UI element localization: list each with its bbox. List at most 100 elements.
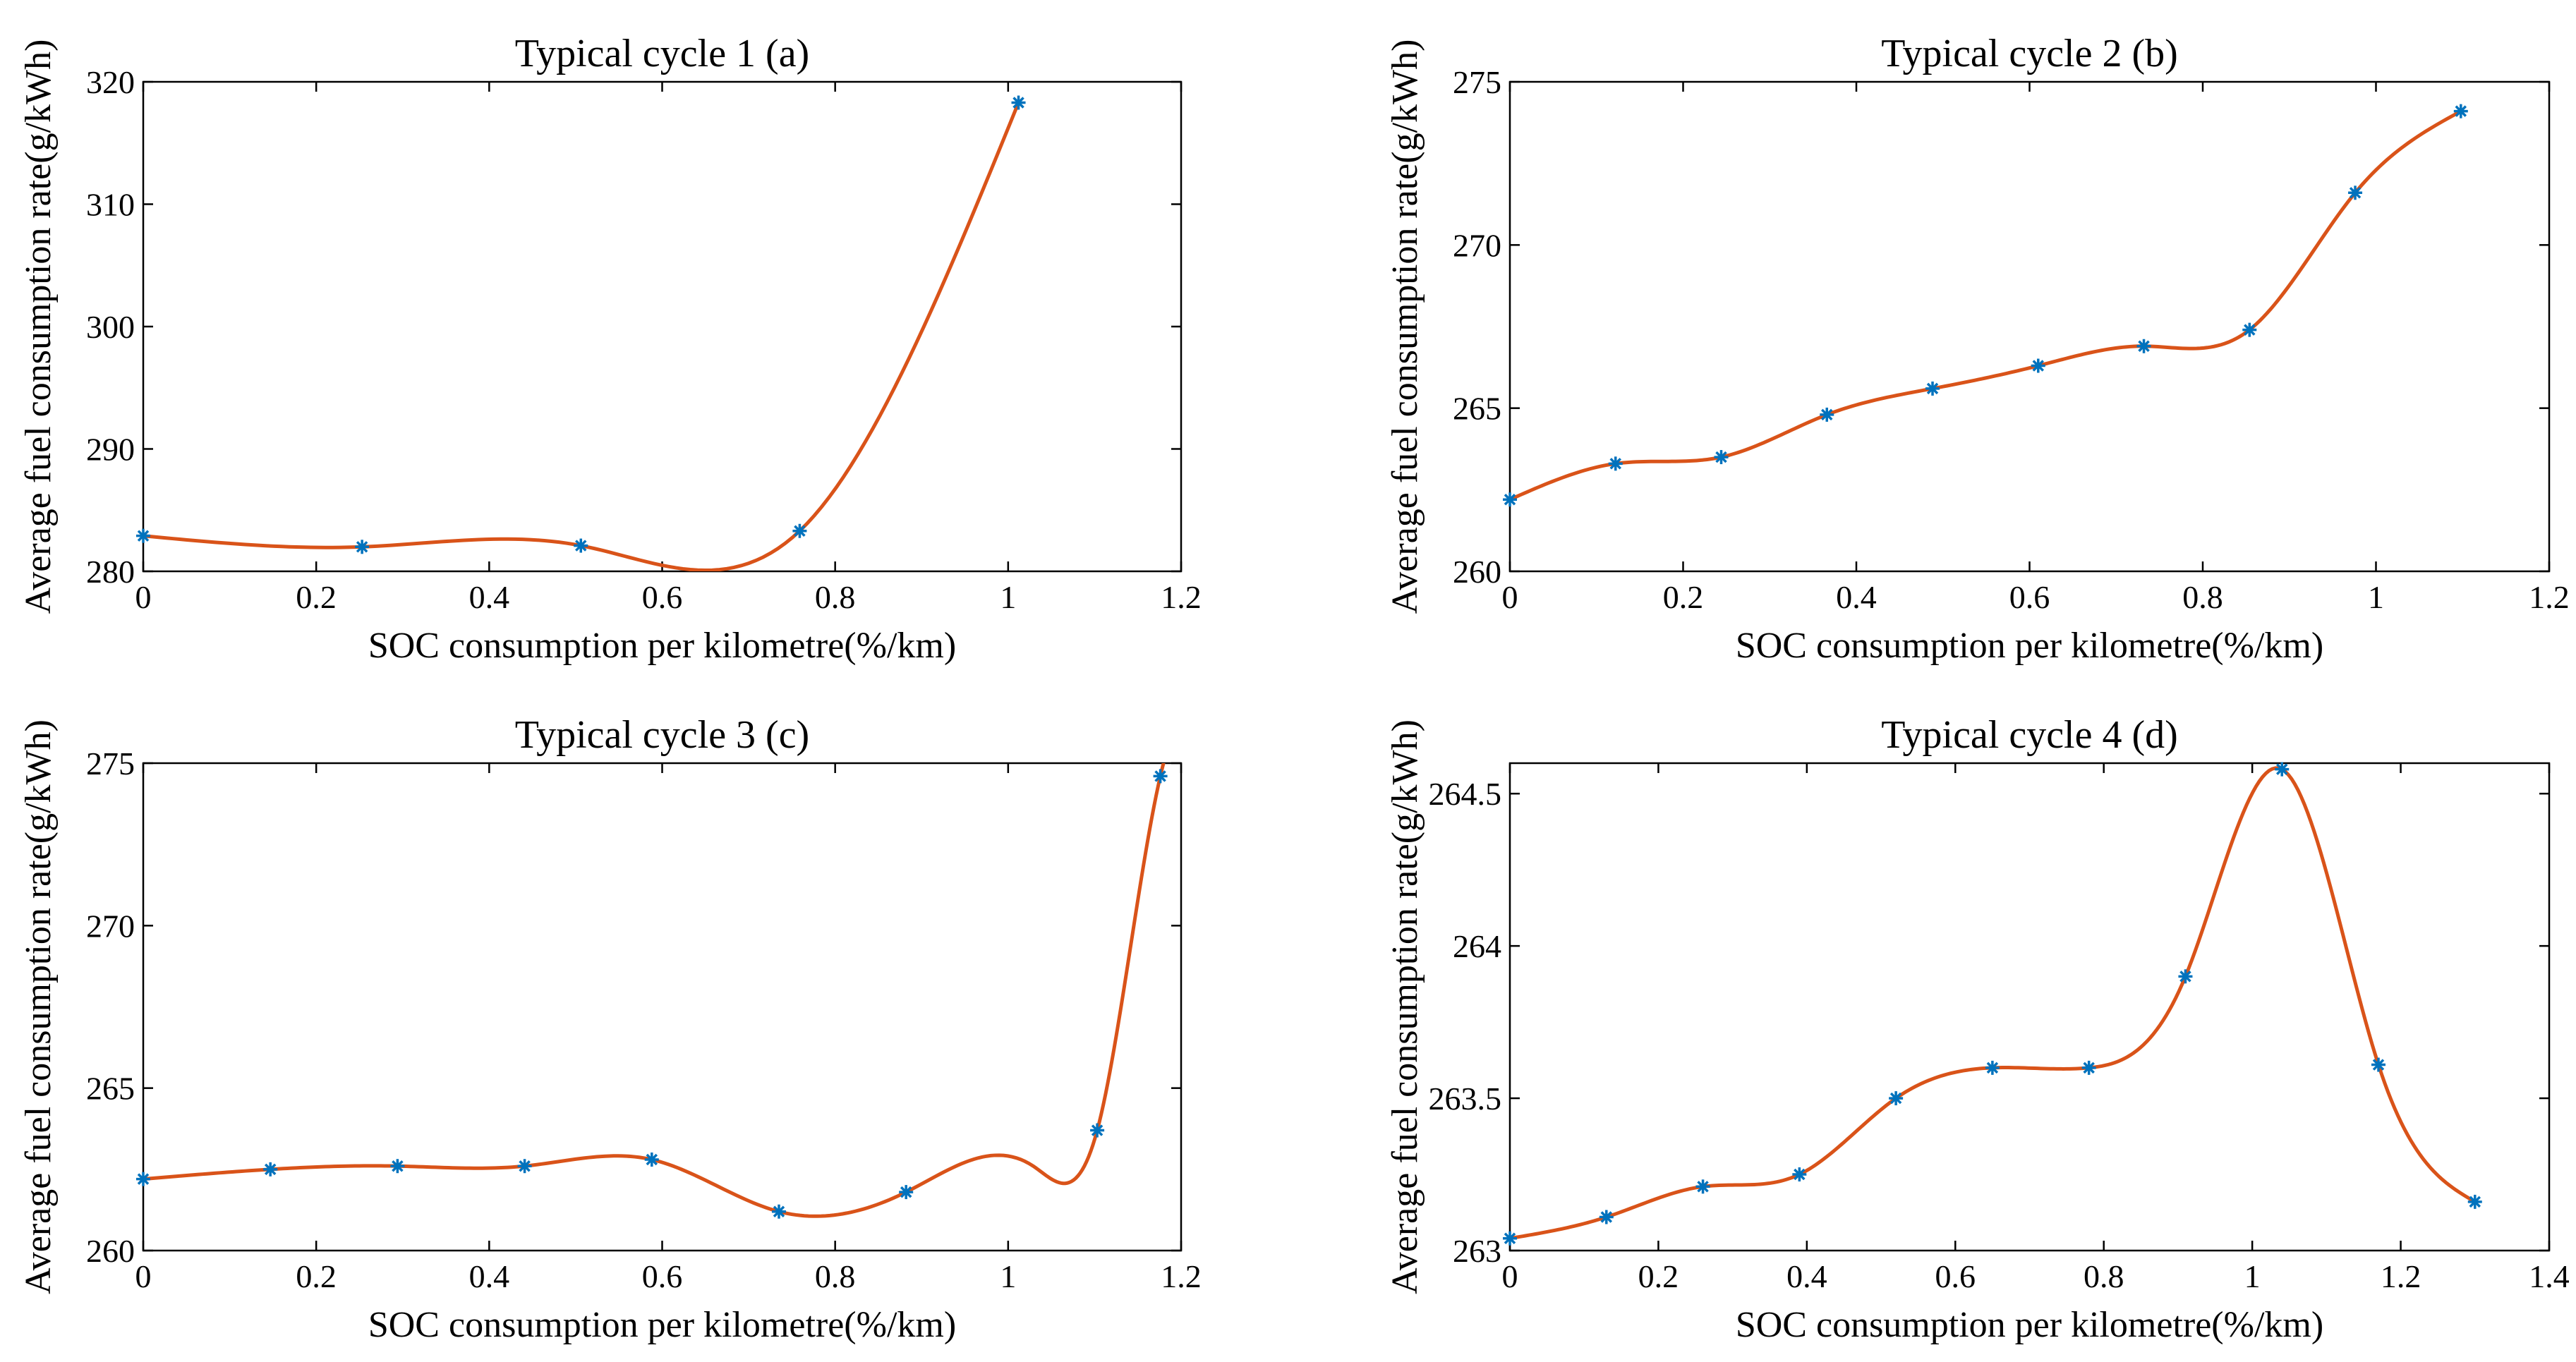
x-tick-label: 0.8 [815, 579, 856, 615]
x-tick-label: 1.4 [2529, 1258, 2570, 1294]
data-point-marker [1503, 1231, 1517, 1246]
x-tick-label: 0.2 [296, 1258, 337, 1294]
data-point-marker [2136, 339, 2151, 353]
x-tick-label: 0.2 [296, 579, 337, 615]
y-axis-label: Average fuel consumption rate(g/kWh) [1385, 719, 1425, 1294]
x-tick-label: 0.4 [1836, 579, 1877, 615]
data-point-marker [1153, 769, 1168, 784]
data-point-marker [1011, 95, 1026, 110]
data-point-marker [792, 523, 807, 538]
x-tick-label: 0.6 [642, 1258, 683, 1294]
data-point-marker [517, 1159, 532, 1174]
data-point-marker [899, 1185, 914, 1200]
x-tick-label: 0.8 [2084, 1258, 2124, 1294]
y-tick-label: 263 [1453, 1233, 1501, 1269]
data-point-marker [1714, 450, 1729, 465]
y-tick-label: 310 [86, 187, 135, 223]
x-tick-label: 0.4 [469, 579, 510, 615]
axes-box [1508, 762, 2551, 1252]
data-point-marker [2081, 1060, 2096, 1075]
axes-box [1508, 80, 2551, 573]
y-tick-label: 270 [1453, 227, 1501, 263]
x-tick-label: 0.6 [642, 579, 683, 615]
x-tick-label: 0.6 [2009, 579, 2050, 615]
y-tick-label: 264.5 [1429, 776, 1502, 812]
y-tick-label: 260 [86, 1233, 135, 1269]
fitted-curve-line [1510, 766, 2477, 1241]
fitted-curve-line [143, 102, 1020, 571]
y-tick-label: 270 [86, 908, 135, 944]
subplot-3: Typical cycle 3 (c) 0 0.2 0.4 0.6 0.8 1 1.2 260 2… [18, 713, 1202, 1345]
x-tick-label: 0.4 [1786, 1258, 1827, 1294]
fitted-curve-line [1510, 109, 2462, 501]
data-point-marker [355, 540, 370, 554]
data-point-marker [2453, 104, 2468, 118]
data-point-marker [771, 1204, 786, 1219]
x-tick-label: 1.2 [1161, 579, 1202, 615]
x-axis-label: SOC consumption per kilometre(%/km) [1736, 626, 2323, 666]
data-point-marker [1503, 492, 1517, 507]
data-point-marker [2275, 762, 2290, 777]
x-tick-label: 0 [1502, 1258, 1518, 1294]
y-tick-label: 320 [86, 64, 135, 100]
x-tick-label: 1 [2244, 1258, 2261, 1294]
data-point-marker [2242, 322, 2257, 337]
data-point-marker [1792, 1167, 1807, 1182]
y-tick-label: 275 [86, 746, 135, 782]
data-point-marker [1820, 407, 1834, 422]
data-point-marker [2178, 969, 2193, 984]
x-axis-label: SOC consumption per kilometre(%/km) [368, 1305, 956, 1345]
y-tick-label: 263.5 [1429, 1081, 1502, 1117]
data-point-marker [1695, 1179, 1710, 1194]
data-point-marker [2467, 1194, 2482, 1209]
data-point-marker [2371, 1057, 2386, 1072]
y-tick-label: 264 [1453, 928, 1501, 964]
chart-title: Typical cycle 3 (c) [515, 713, 809, 757]
x-tick-label: 1 [2368, 579, 2384, 615]
data-point-marker [1889, 1091, 1904, 1106]
subplot-1: Typical cycle 1 (a) 0 0.2 0.4 0.6 0.8 1 1.2 280 2… [18, 32, 1202, 666]
data-point-marker [1985, 1060, 2000, 1075]
y-axis-label: Average fuel consumption rate(g/kWh) [1385, 39, 1425, 614]
data-point-marker [390, 1159, 405, 1174]
x-tick-label: 0.6 [1935, 1258, 1976, 1294]
chart-title: Typical cycle 2 (b) [1881, 32, 2178, 75]
data-point-marker [1925, 381, 1940, 396]
x-tick-label: 1 [1000, 579, 1016, 615]
x-tick-label: 0.2 [1638, 1258, 1679, 1294]
y-tick-label: 300 [86, 309, 135, 345]
x-tick-label: 0.8 [2182, 579, 2223, 615]
y-tick-label: 265 [86, 1071, 135, 1107]
x-tick-label: 0.8 [815, 1258, 856, 1294]
x-tick-label: 1.2 [2381, 1258, 2421, 1294]
x-axis-label: SOC consumption per kilometre(%/km) [1736, 1305, 2323, 1345]
chart-title: Typical cycle 1 (a) [515, 32, 809, 75]
data-point-marker [136, 1172, 150, 1186]
data-point-marker [2348, 186, 2363, 200]
y-axis-label: Average fuel consumption rate(g/kWh) [18, 719, 59, 1294]
data-point-marker [263, 1162, 278, 1176]
x-tick-label: 0 [135, 1258, 152, 1294]
data-point-marker [1090, 1123, 1105, 1138]
data-point-marker [574, 538, 588, 553]
x-tick-label: 0.4 [469, 1258, 510, 1294]
y-tick-label: 260 [1453, 554, 1501, 590]
data-point-marker [1599, 1210, 1614, 1224]
axes-box [142, 762, 1183, 1252]
x-tick-label: 0.2 [1663, 579, 1704, 615]
subplot-4: Typical cycle 4 (d) 0 0.2 0.4 0.6 0.8 1 1.2 1.4 2… [1385, 713, 2570, 1345]
y-tick-label: 275 [1453, 64, 1501, 100]
data-point-marker [2031, 358, 2045, 373]
x-tick-label: 1.2 [2529, 579, 2570, 615]
y-tick-label: 290 [86, 432, 135, 468]
y-tick-label: 280 [86, 554, 135, 590]
data-point-marker [1608, 456, 1623, 471]
x-tick-label: 1.2 [1161, 1258, 1202, 1294]
data-point-marker [644, 1153, 659, 1167]
subplot-2: Typical cycle 2 (b) 0 0.2 0.4 0.6 0.8 1 1.2 260 2… [1385, 32, 2570, 666]
axes-box [142, 80, 1183, 573]
x-tick-label: 0 [1502, 579, 1518, 615]
y-axis-label: Average fuel consumption rate(g/kWh) [18, 39, 59, 614]
fitted-curve-line [143, 763, 1166, 1218]
